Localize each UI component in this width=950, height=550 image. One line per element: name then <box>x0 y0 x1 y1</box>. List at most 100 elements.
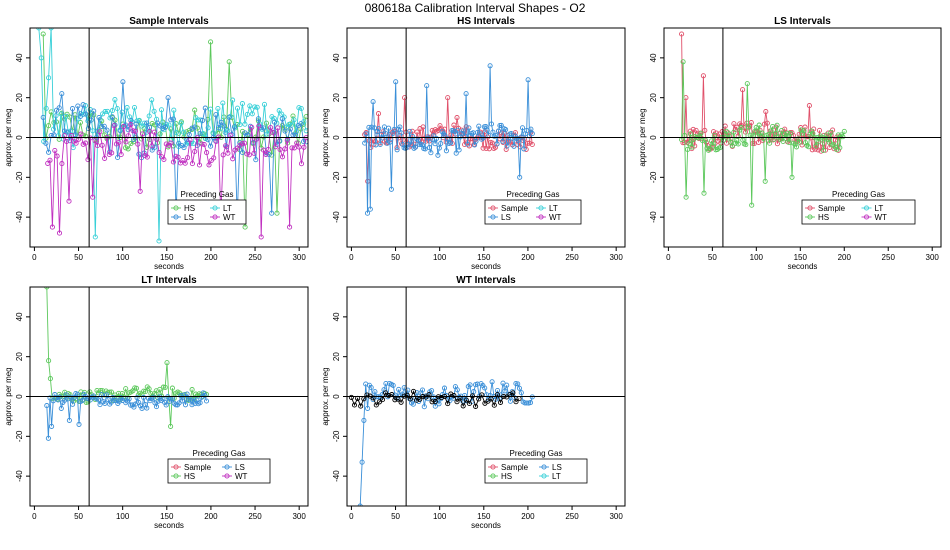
data-point-WT <box>213 138 219 145</box>
data-point-black <box>348 394 354 400</box>
data-point-LS <box>459 131 465 137</box>
data-point-LS <box>47 395 53 401</box>
data-point-LT <box>46 75 52 81</box>
data-point-HS <box>686 141 692 147</box>
data-point-HS <box>208 39 214 45</box>
data-point-WT <box>298 161 305 167</box>
data-point-black <box>379 397 386 403</box>
data-point-black <box>473 403 479 409</box>
data-point-LS <box>372 389 378 395</box>
data-point-WT <box>130 128 136 134</box>
data-point-HS <box>169 385 175 391</box>
data-point-black <box>370 395 376 401</box>
data-point-LS <box>179 398 185 404</box>
data-point-LS <box>298 121 304 127</box>
y-tick-label: -40 <box>15 211 24 223</box>
data-point-LS <box>69 106 76 112</box>
data-point-HS <box>756 122 762 128</box>
data-point-LS <box>162 124 168 130</box>
data-point-LS <box>504 143 510 149</box>
data-point-LT <box>254 104 260 110</box>
data-point-Sample <box>429 127 435 133</box>
data-point-WT <box>49 224 55 230</box>
data-point-black <box>463 397 469 403</box>
data-point-WT <box>168 140 174 146</box>
data-point-LS <box>118 395 124 401</box>
data-point-HS <box>112 117 118 123</box>
data-point-LT <box>298 105 304 112</box>
data-point-LS <box>384 140 390 146</box>
data-point-LS <box>58 405 64 411</box>
data-point-LS <box>383 131 389 137</box>
y-tick-label: 40 <box>649 53 658 62</box>
data-point-LS <box>436 401 442 407</box>
legend-box <box>167 458 271 484</box>
legend-marker <box>863 205 870 211</box>
data-point-HS <box>146 386 152 392</box>
data-point-WT <box>52 147 58 154</box>
data-point-LS <box>59 91 65 97</box>
data-point-LS <box>66 417 72 423</box>
data-point-LS <box>369 124 375 130</box>
x-axis-label: seconds <box>788 262 818 271</box>
legend-marker <box>173 473 179 479</box>
data-point-WT <box>66 198 72 204</box>
data-point-LT <box>109 108 115 114</box>
data-point-WT <box>287 224 293 230</box>
data-point-LS <box>521 146 527 152</box>
data-point-LT <box>296 105 302 111</box>
x-tick-label: 300 <box>292 512 306 521</box>
data-point-WT <box>249 124 255 130</box>
data-point-HS <box>805 144 811 150</box>
data-point-LS <box>123 400 129 406</box>
data-point-HS <box>239 128 246 134</box>
data-point-LT <box>237 122 243 128</box>
legend-title: Preceding Gas <box>193 449 246 458</box>
data-point-LS <box>363 131 369 137</box>
legend: Preceding Gas Sample LS HS WT <box>167 449 271 484</box>
data-point-HS <box>802 140 809 146</box>
data-point-LS <box>120 79 126 85</box>
data-point-LS <box>370 99 376 105</box>
data-point-LS <box>150 394 156 400</box>
data-point-LS <box>168 117 174 123</box>
data-point-LS <box>53 107 60 113</box>
data-point-black <box>383 390 389 396</box>
data-point-LT <box>208 106 214 112</box>
data-point-black <box>445 401 451 407</box>
data-point-LS <box>247 123 253 129</box>
data-point-WT <box>291 145 297 151</box>
data-point-HS <box>149 120 155 127</box>
data-point-LT <box>264 131 270 137</box>
data-point-LT <box>129 119 135 125</box>
data-point-HS <box>226 59 232 65</box>
data-point-black <box>364 392 370 398</box>
legend: Preceding Gas Sample LT HS WT <box>801 190 916 225</box>
data-point-Sample <box>526 140 532 146</box>
legend-marker <box>173 464 179 470</box>
y-tick-label: -20 <box>332 430 341 442</box>
data-point-LS <box>64 129 70 135</box>
data-point-LS <box>202 393 208 399</box>
data-point-Sample <box>735 133 741 139</box>
legend-label: WT <box>235 472 248 481</box>
data-point-HS <box>701 190 707 196</box>
data-point-LS <box>515 381 521 387</box>
data-point-HS <box>274 210 280 216</box>
data-point-LS <box>117 128 123 134</box>
legend-label: LS <box>501 213 511 222</box>
data-point-LT <box>205 125 211 131</box>
data-point-black <box>491 402 497 408</box>
data-point-HS <box>768 128 774 134</box>
data-point-HS <box>723 128 729 134</box>
plot-area <box>348 379 535 506</box>
legend-marker <box>538 214 544 220</box>
data-point-HS <box>707 145 713 151</box>
panel-title: LT Intervals <box>141 275 197 286</box>
data-point-LS <box>438 140 444 147</box>
data-point-LS <box>61 128 68 134</box>
legend-title: Preceding Gas <box>507 190 560 199</box>
data-point-WT <box>282 146 288 152</box>
data-point-LS <box>134 395 140 401</box>
data-point-WT <box>97 129 103 135</box>
